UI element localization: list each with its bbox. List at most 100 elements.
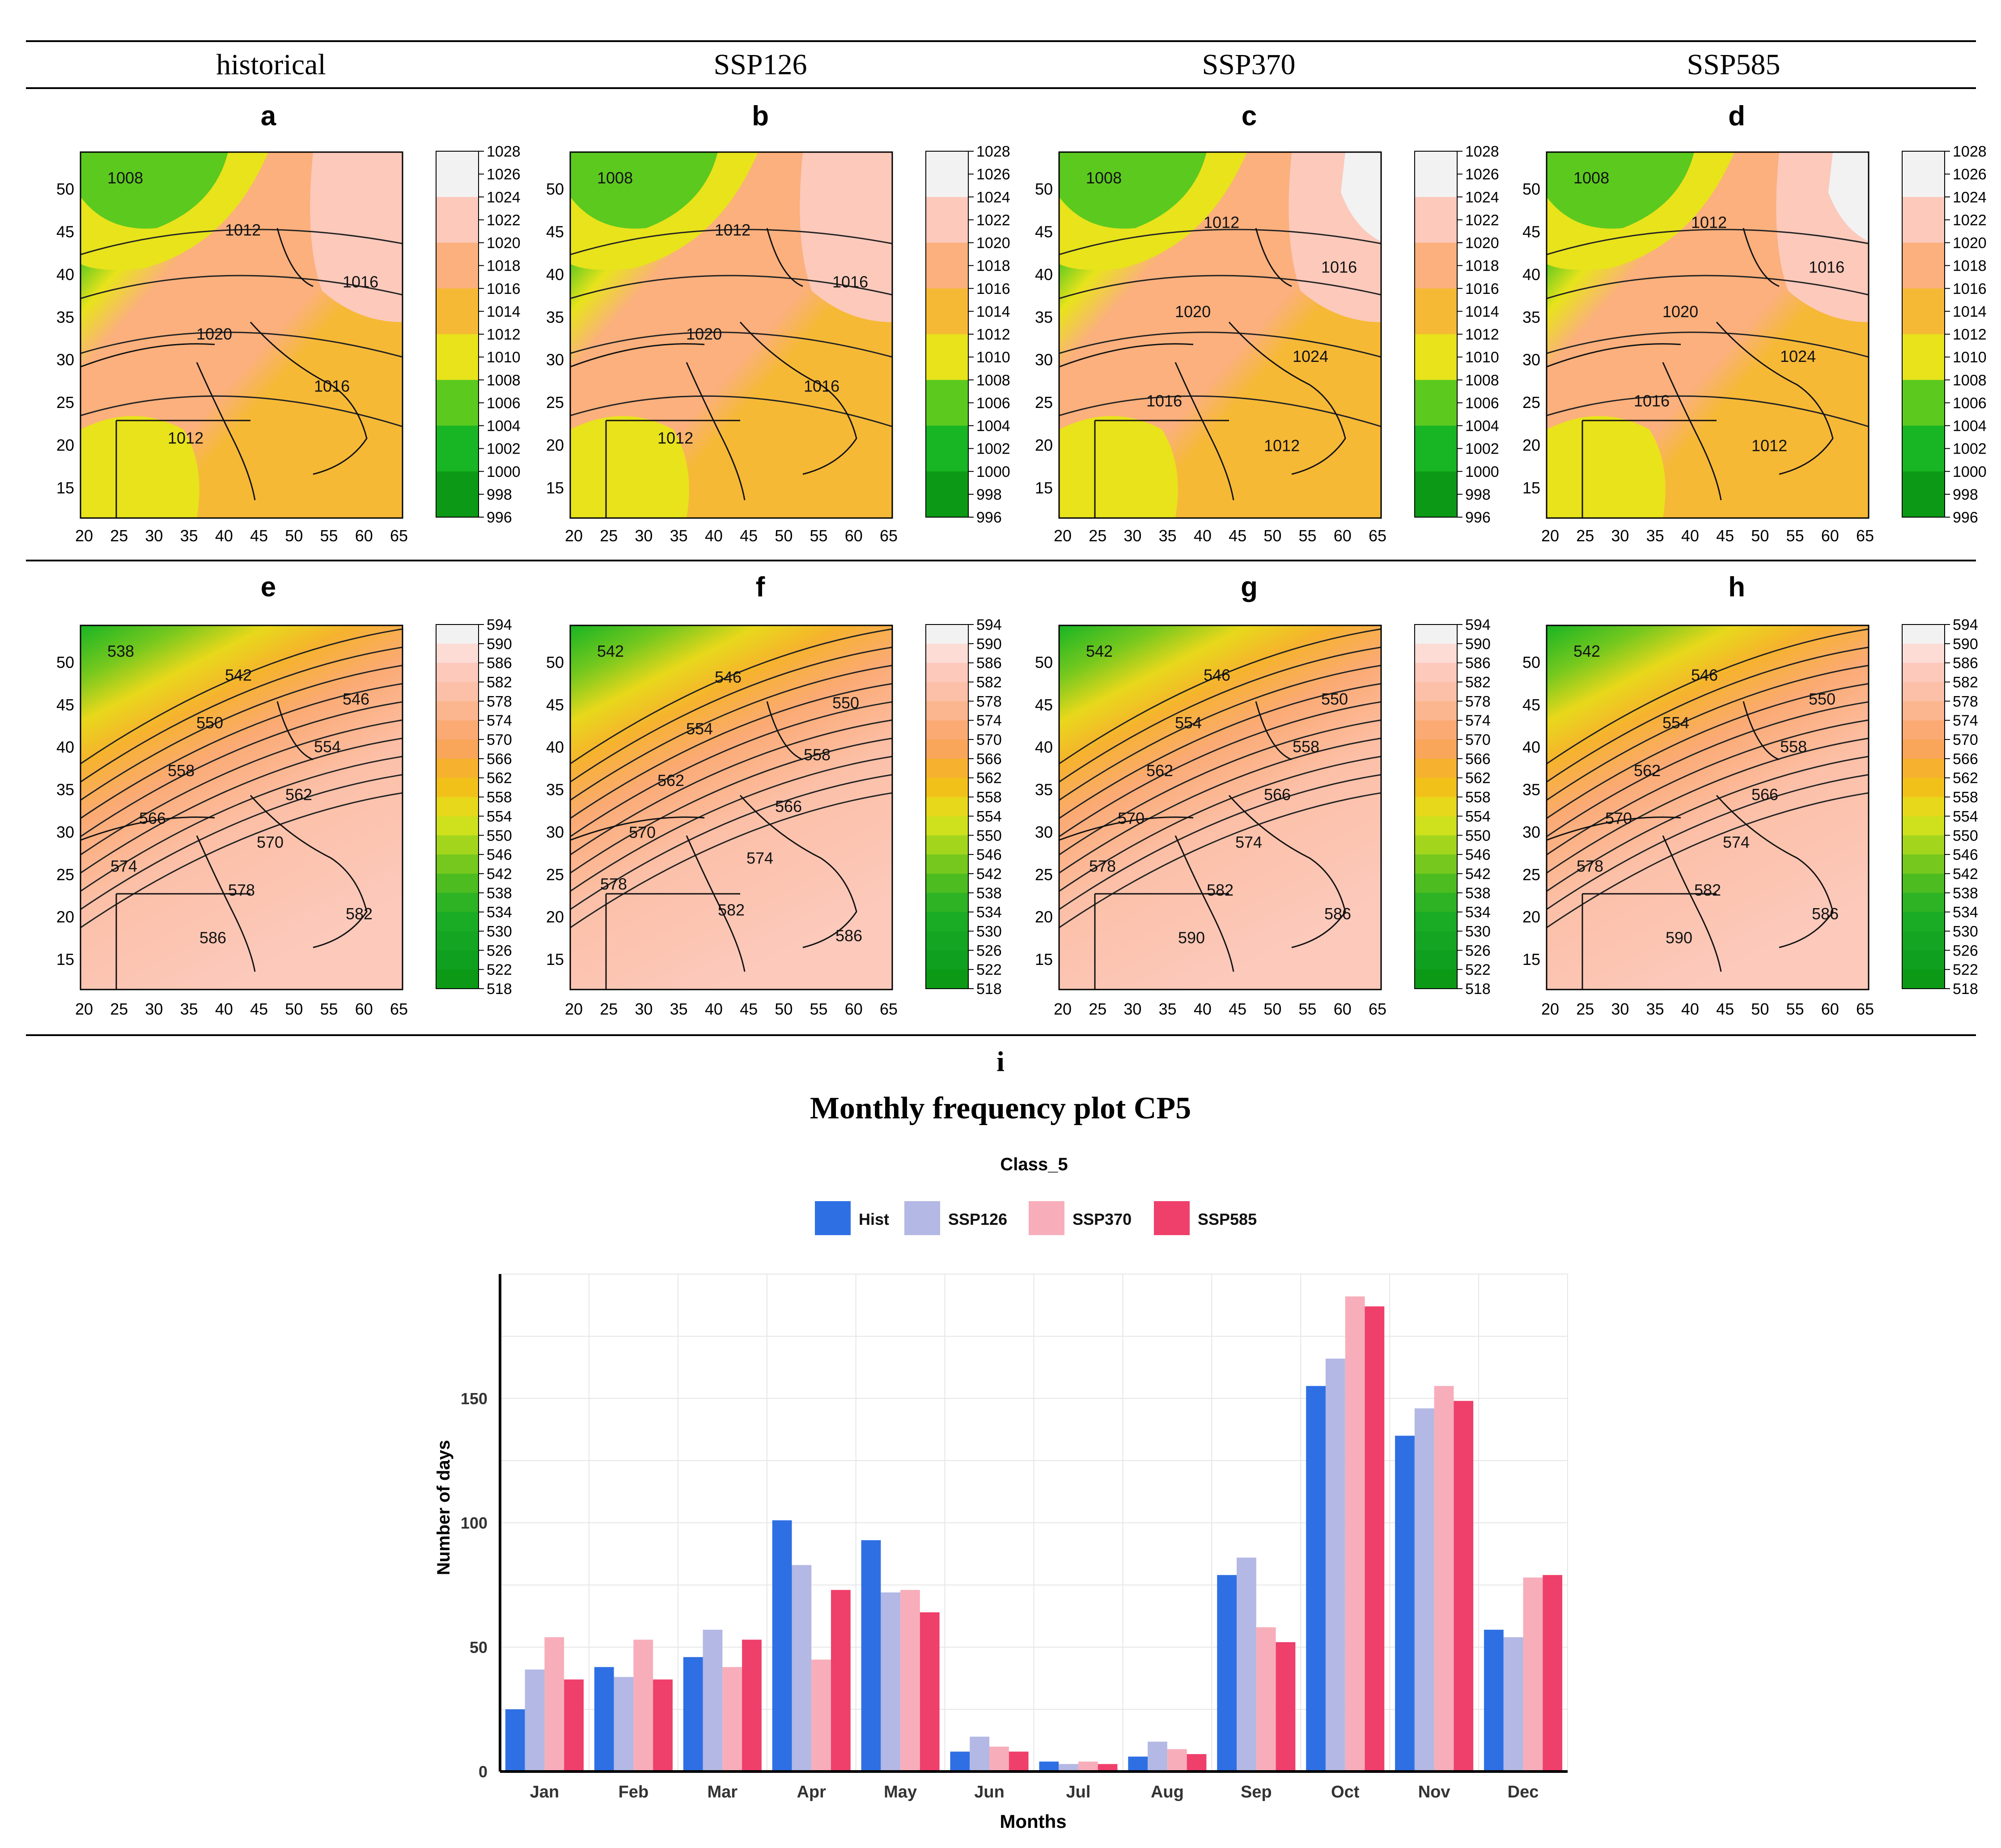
bar-ssp585-jul	[1098, 1764, 1118, 1772]
colorbar-swatch	[1902, 835, 1945, 855]
geopotential-contour	[1546, 628, 1869, 765]
colorbar-swatch	[1902, 311, 1945, 335]
contour-label: 574	[1235, 833, 1262, 851]
legend-swatch-hist	[815, 1201, 851, 1235]
colorbar-swatch	[1902, 380, 1945, 404]
map-x-tick: 25	[600, 527, 618, 545]
bar-hist-mar	[683, 1657, 703, 1772]
x-axis-label: Months	[1000, 1811, 1066, 1832]
map-panel-h: h 542 546 550 554 558 562 566 570 574 578 582 586 590…	[1522, 572, 1978, 1018]
colorbar-swatch	[436, 380, 479, 404]
colorbar-tick-label: 1020	[1465, 235, 1499, 252]
map-x-tick: 35	[180, 1000, 198, 1018]
colorbar-swatch	[1415, 931, 1457, 951]
colorbar-tick-label: 1018	[1465, 258, 1499, 275]
map-x-tick: 35	[670, 527, 688, 545]
contour-label: 1020	[196, 325, 232, 343]
geopotential-contour	[570, 646, 893, 783]
map-frame	[80, 151, 403, 519]
bar-ssp126-nov	[1414, 1408, 1434, 1772]
map-y-tick: 35	[1522, 781, 1540, 799]
colorbar-tick-label: 1026	[1465, 166, 1499, 183]
colorbar-swatch	[436, 357, 479, 381]
contour-label: 582	[718, 901, 745, 919]
colorbar-swatch	[926, 357, 968, 381]
map-y-tick: 15	[1035, 479, 1053, 497]
colorbar-swatch	[1415, 682, 1457, 702]
map-x-tick: 50	[1751, 527, 1769, 545]
map-x-tick: 35	[1159, 1000, 1177, 1018]
colorbar-tick-label: 542	[487, 866, 512, 883]
map-x-tick: 35	[1646, 1000, 1664, 1018]
colorbar-swatch	[1902, 797, 1945, 817]
colorbar-swatch	[436, 873, 479, 893]
map-x-tick: 20	[75, 527, 93, 545]
colorbar-swatch	[1415, 403, 1457, 426]
map-frame	[1058, 151, 1382, 519]
colorbar-tick-label: 1008	[976, 372, 1010, 389]
colorbar-swatch	[926, 311, 968, 335]
map-fill	[1059, 625, 1381, 990]
band-1012-south	[570, 416, 689, 518]
colorbar-tick-label: 1020	[976, 235, 1010, 252]
band-1010	[81, 152, 268, 270]
panel-letter-i: i	[996, 1045, 1005, 1077]
colorbar-tick-label: 566	[1465, 751, 1491, 768]
bar-ssp585-sep	[1276, 1642, 1296, 1772]
colorbar-swatch	[926, 151, 968, 175]
colorbar-tick-label: 998	[1953, 486, 1978, 503]
band-1012-south	[81, 416, 199, 518]
contour-label: 566	[139, 809, 166, 828]
colorbar-tick-label: 518	[487, 981, 512, 998]
colorbar-swatch	[1415, 950, 1457, 970]
x-tick-label: Mar	[708, 1783, 738, 1801]
bar-ssp370-feb	[633, 1640, 653, 1772]
colorbar-tick-label: 1016	[976, 280, 1010, 297]
coastline	[1059, 701, 1346, 990]
contour-label: 1012	[1751, 436, 1787, 455]
map-x-tick: 60	[845, 527, 863, 545]
colorbar-swatch	[1415, 311, 1457, 335]
contour-label: 1016	[1146, 392, 1182, 410]
colorbar-swatch	[926, 197, 968, 221]
map-x-tick: 30	[145, 527, 163, 545]
colorbar-swatch	[1415, 494, 1457, 518]
colorbar-tick-label: 546	[487, 846, 512, 863]
contour-label: 1024	[1780, 347, 1816, 365]
contour-label: 582	[1207, 881, 1234, 899]
map-y-tick: 50	[56, 653, 74, 671]
map-y-tick: 25	[56, 393, 74, 412]
colorbar-swatch	[1902, 663, 1945, 683]
colorbar-swatch	[436, 311, 479, 335]
colorbar-tick-label: 542	[1465, 866, 1491, 883]
contour-label: 1016	[1634, 392, 1670, 410]
colorbar-swatch	[1902, 403, 1945, 426]
colorbar-swatch	[436, 912, 479, 932]
bar-ssp585-dec	[1543, 1575, 1563, 1772]
panel-letter-c: c	[1242, 101, 1257, 132]
band-1010	[1059, 152, 1247, 270]
geopotential-contour	[570, 701, 893, 837]
map-y-tick: 35	[546, 781, 564, 799]
colorbar-tick-label: 550	[487, 827, 512, 844]
colorbar-swatch	[1415, 425, 1457, 449]
colorbar-swatch	[1902, 739, 1945, 759]
map-x-tick: 65	[390, 527, 408, 545]
geopotential-contour	[1546, 737, 1869, 874]
colorbar-tick-label: 1008	[1953, 372, 1987, 389]
colorbar-tick-label: 582	[487, 674, 512, 691]
bar-ssp126-may	[881, 1592, 901, 1772]
bar-ssp585-jan	[564, 1679, 584, 1772]
bar-hist-aug	[1128, 1756, 1148, 1772]
map-y-tick: 30	[56, 823, 74, 841]
colorbar-swatch	[1902, 701, 1945, 721]
colorbar-tick-label: 1004	[1465, 418, 1499, 435]
colorbar-tick-label: 996	[1465, 509, 1491, 526]
colorbar-swatch	[436, 288, 479, 312]
map-y-tick: 25	[1035, 393, 1053, 412]
geopotential-contour	[1546, 683, 1869, 819]
map-x-tick: 25	[1089, 527, 1106, 545]
contour-label: 586	[1812, 905, 1839, 923]
map-x-tick: 20	[75, 1000, 93, 1018]
colorbar-swatch	[1902, 643, 1945, 663]
